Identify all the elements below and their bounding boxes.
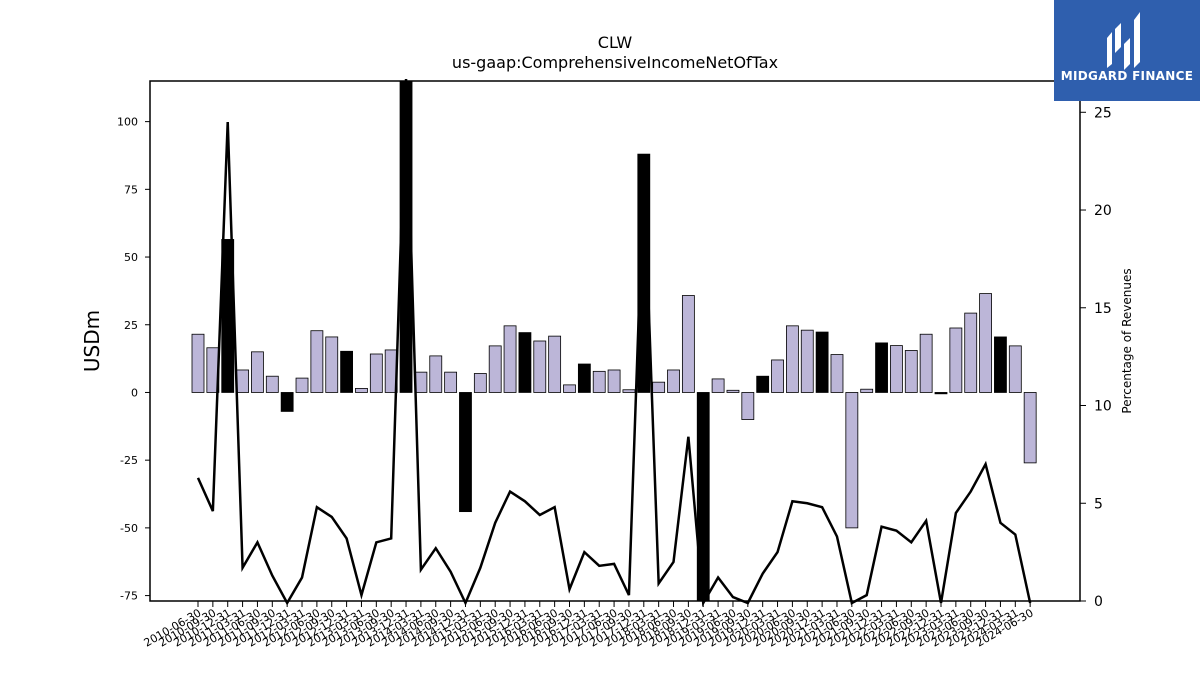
bar-2019-12-31 <box>756 375 770 393</box>
y2-axis-label: Percentage of Revenues <box>1120 268 1134 413</box>
bar-2016-06-30 <box>548 335 562 393</box>
bars-layer <box>191 80 1037 602</box>
logo-text: MIDGARD FINANCE <box>1060 69 1194 83</box>
percentage-line <box>196 78 1032 608</box>
bar-2014-03-31 <box>414 371 428 393</box>
bar-2015-12-31 <box>518 332 532 393</box>
right-axis-ticks: 0 5 10 15 20 25 <box>1080 105 1112 610</box>
bar-2011-06-30 <box>251 351 264 393</box>
bar-2022-06-30 <box>904 350 918 393</box>
bar-2014-06-30 <box>429 355 443 393</box>
bar-2016-12-31 <box>577 363 591 393</box>
brand-logo: MIDGARD FINANCE <box>1054 0 1200 101</box>
chart-subtitle: us-gaap:ComprehensiveIncomeNetOfTax <box>452 53 778 72</box>
bar-2018-09-30 <box>681 295 695 393</box>
bar-2024-03-31 <box>1008 345 1022 393</box>
y-tick-label: 0 <box>131 386 138 399</box>
bar-2015-03-31 <box>473 373 487 393</box>
line-layer <box>196 78 1032 608</box>
y-axis-label: USDm <box>80 310 104 372</box>
bar-2012-03-31 <box>295 377 309 393</box>
bar-2023-03-31 <box>949 327 963 393</box>
bar-2020-12-31 <box>815 331 829 393</box>
x-axis-ticks: 2010-06-302010-09-302010-12-312011-03-31… <box>142 601 1036 650</box>
bar-2012-09-30 <box>325 336 339 393</box>
bar-2019-06-30 <box>726 389 740 393</box>
bar-2019-09-30 <box>741 392 755 420</box>
y-tick-label: 75 <box>124 183 138 196</box>
bar-2015-06-30 <box>488 345 502 393</box>
y-tick-label: -25 <box>120 454 138 467</box>
bar-2014-12-31 <box>459 392 472 513</box>
bar-2017-12-31 <box>637 153 651 393</box>
bar-2013-06-30 <box>369 353 383 393</box>
bar-2013-03-31 <box>355 387 368 393</box>
y-tick-label: -50 <box>120 522 138 535</box>
y-tick-label: 50 <box>124 251 138 264</box>
bar-2023-12-31 <box>994 336 1007 393</box>
y-tick-label: 100 <box>117 116 138 129</box>
bar-2017-06-30 <box>607 369 621 393</box>
left-axis-ticks: -75 -50 -25 0 25 50 75 100 <box>117 116 150 603</box>
bar-2020-06-30 <box>786 325 799 393</box>
bar-2016-09-30 <box>563 384 576 393</box>
bar-2011-03-31 <box>236 369 249 393</box>
bar-2021-06-30 <box>845 392 859 529</box>
bar-2017-09-30 <box>622 389 636 393</box>
bar-2012-12-31 <box>340 350 354 393</box>
bar-2016-03-31 <box>533 340 547 393</box>
bar-2019-03-31 <box>711 378 725 393</box>
bar-2017-03-31 <box>592 370 606 393</box>
y2-tick-label: 0 <box>1094 594 1103 610</box>
bar-2010-06-30 <box>191 333 205 393</box>
bar-2022-03-31 <box>890 345 903 393</box>
bar-2012-06-30 <box>310 330 324 393</box>
y2-tick-label: 15 <box>1094 301 1112 317</box>
y-tick-label: 25 <box>124 319 138 332</box>
bar-2015-09-30 <box>503 325 517 393</box>
bar-2018-03-31 <box>652 381 666 393</box>
chart-title: CLW <box>598 33 633 52</box>
bar-2023-09-30 <box>979 293 992 393</box>
bar-2011-12-31 <box>280 392 294 412</box>
bar-2022-09-30 <box>919 333 933 393</box>
bar-2018-06-30 <box>667 369 680 393</box>
bar-2021-09-30 <box>860 388 874 393</box>
y2-tick-label: 20 <box>1094 203 1112 219</box>
y-tick-label: -75 <box>120 590 138 603</box>
bar-2011-09-30 <box>265 375 279 393</box>
bar-2021-03-31 <box>830 354 844 393</box>
y2-tick-label: 10 <box>1094 399 1112 415</box>
bar-2021-12-31 <box>875 342 888 393</box>
bar-2024-06-30 <box>1023 392 1037 464</box>
bar-2020-09-30 <box>800 329 814 393</box>
plot-frame <box>149 80 1081 602</box>
bar-2014-09-30 <box>444 371 458 393</box>
bar-2022-12-31 <box>934 392 948 395</box>
y2-tick-label: 5 <box>1094 496 1103 512</box>
y2-tick-label: 25 <box>1094 105 1112 121</box>
bar-2023-06-30 <box>964 312 978 393</box>
logo-mark-icon <box>1107 12 1140 70</box>
bar-2020-03-31 <box>771 359 784 393</box>
